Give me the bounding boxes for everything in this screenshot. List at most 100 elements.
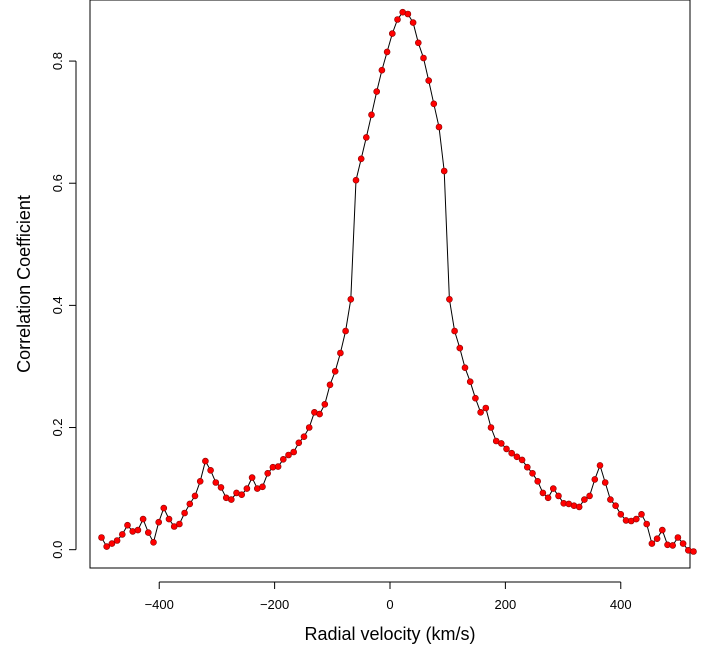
data-point bbox=[420, 54, 427, 62]
data-point bbox=[446, 295, 453, 303]
data-point bbox=[404, 10, 412, 18]
data-point bbox=[274, 463, 282, 470]
data-point bbox=[113, 537, 121, 544]
data-point bbox=[534, 477, 542, 485]
data-point bbox=[461, 364, 469, 372]
data-point bbox=[690, 548, 697, 555]
data-point bbox=[581, 496, 588, 503]
data-point bbox=[134, 526, 142, 534]
data-point bbox=[435, 123, 443, 131]
data-point bbox=[170, 523, 178, 530]
data-point bbox=[607, 496, 614, 503]
data-points bbox=[98, 8, 697, 555]
data-point bbox=[529, 469, 536, 477]
data-point bbox=[472, 394, 479, 402]
data-point bbox=[238, 491, 245, 499]
data-point bbox=[321, 400, 329, 408]
data-point bbox=[331, 367, 339, 375]
data-point bbox=[643, 520, 651, 528]
data-point bbox=[388, 30, 396, 37]
data-point bbox=[638, 510, 645, 518]
data-point bbox=[259, 483, 266, 491]
data-point bbox=[191, 492, 199, 500]
data-point bbox=[451, 327, 458, 335]
data-point bbox=[653, 535, 661, 543]
data-point bbox=[212, 479, 220, 486]
data-point bbox=[539, 489, 547, 497]
data-point bbox=[228, 496, 235, 503]
data-point bbox=[596, 462, 604, 469]
x-tick-label: 0 bbox=[386, 597, 393, 612]
data-point bbox=[394, 16, 401, 23]
data-point bbox=[155, 518, 162, 526]
data-point bbox=[456, 344, 464, 352]
data-point bbox=[669, 542, 677, 549]
y-axis: 0.0 0.2 0.4 0.6 0.8 bbox=[50, 52, 77, 559]
data-point bbox=[549, 485, 557, 492]
data-point bbox=[290, 448, 298, 456]
data-point bbox=[186, 500, 194, 508]
data-point bbox=[679, 540, 687, 547]
data-point bbox=[477, 408, 484, 416]
data-point bbox=[103, 543, 110, 550]
series-line bbox=[101, 11, 694, 552]
data-point bbox=[207, 466, 214, 474]
data-point bbox=[430, 100, 438, 108]
data-point bbox=[497, 440, 505, 447]
data-point bbox=[196, 477, 204, 485]
plot-frame bbox=[89, 0, 691, 569]
data-point bbox=[181, 509, 188, 517]
data-point bbox=[295, 439, 303, 447]
data-point bbox=[658, 526, 666, 534]
data-point bbox=[337, 349, 344, 357]
data-point bbox=[165, 515, 173, 523]
data-point bbox=[316, 410, 323, 418]
data-point bbox=[544, 494, 552, 502]
data-point bbox=[98, 534, 105, 541]
data-point bbox=[342, 327, 349, 335]
y-axis-title: Correlation Coefficient bbox=[14, 195, 34, 373]
data-point bbox=[617, 510, 625, 518]
data-point bbox=[414, 39, 422, 47]
data-point bbox=[248, 474, 256, 481]
data-point bbox=[591, 476, 599, 483]
data-point bbox=[279, 455, 287, 463]
data-point bbox=[373, 88, 381, 95]
data-point bbox=[124, 521, 131, 529]
data-point bbox=[586, 492, 593, 500]
data-point bbox=[518, 456, 526, 464]
data-point bbox=[648, 540, 656, 547]
data-point bbox=[145, 529, 152, 536]
x-axis-title: Radial velocity (km/s) bbox=[304, 624, 475, 644]
data-point bbox=[674, 534, 682, 541]
data-point bbox=[440, 167, 448, 175]
data-point bbox=[347, 295, 355, 303]
data-point bbox=[632, 515, 640, 523]
data-point bbox=[425, 77, 433, 84]
y-tick-label: 0.0 bbox=[50, 541, 65, 559]
data-point bbox=[285, 451, 292, 459]
data-point bbox=[513, 453, 521, 461]
x-tick-label: −200 bbox=[260, 597, 289, 612]
data-point bbox=[352, 176, 360, 184]
x-axis: −400 −200 0 200 400 bbox=[145, 581, 632, 612]
data-point bbox=[300, 433, 308, 441]
y-tick-label: 0.8 bbox=[50, 52, 65, 70]
data-point bbox=[383, 48, 391, 56]
data-point bbox=[150, 538, 157, 546]
y-tick-label: 0.6 bbox=[50, 174, 65, 192]
data-point bbox=[202, 457, 209, 465]
data-point bbox=[362, 134, 370, 141]
data-point bbox=[217, 484, 225, 491]
x-tick-label: 200 bbox=[495, 597, 517, 612]
data-point bbox=[409, 19, 417, 26]
x-tick-label: 400 bbox=[610, 597, 632, 612]
y-tick-label: 0.4 bbox=[50, 296, 65, 314]
data-point bbox=[503, 445, 510, 453]
data-point bbox=[466, 378, 474, 386]
data-point bbox=[368, 111, 375, 119]
data-point bbox=[139, 515, 147, 523]
data-point bbox=[160, 504, 168, 512]
data-point bbox=[482, 404, 490, 412]
data-point bbox=[108, 540, 116, 547]
